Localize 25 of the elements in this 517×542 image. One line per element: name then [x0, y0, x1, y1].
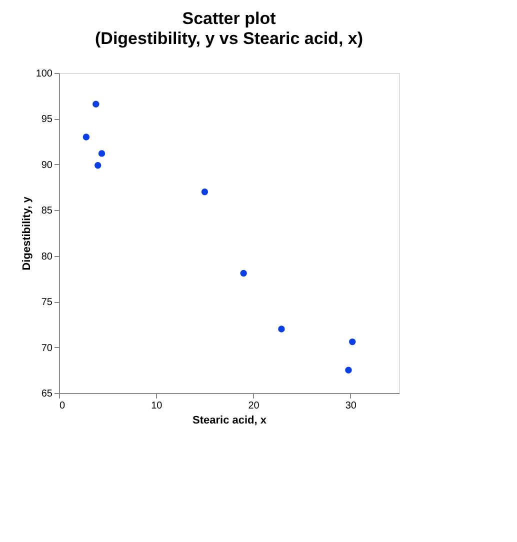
- y-tick-label: 100: [36, 68, 53, 80]
- point: [82, 134, 90, 140]
- chart-title: Scatter plot: [182, 9, 276, 28]
- y-tick-label: 80: [41, 251, 53, 262]
- point: [349, 338, 356, 346]
- x-tick-label: 10: [151, 400, 163, 412]
- x-tick-label: 20: [248, 400, 260, 412]
- point: [240, 270, 247, 277]
- point: [201, 188, 208, 196]
- point: [98, 150, 106, 157]
- y-tick-label: 70: [41, 342, 53, 354]
- y-tick-label: 75: [41, 297, 53, 308]
- point: [92, 100, 100, 108]
- y-tick-label: 90: [41, 160, 53, 171]
- y-tick-label: 95: [41, 114, 53, 126]
- x-tick-label: 0: [60, 400, 66, 412]
- y-tick-label: 65: [41, 388, 53, 400]
- y-tick-label: 85: [41, 206, 53, 217]
- point: [94, 162, 102, 169]
- y-axis-title: Digestibility, y: [20, 196, 33, 270]
- point: [345, 366, 352, 374]
- x-tick-label: 30: [345, 400, 357, 412]
- chart-subtitle: (Digestibility, y vs Stearic acid, x): [94, 29, 364, 48]
- point: [278, 326, 285, 332]
- x-axis-title: Stearic acid, x: [192, 414, 268, 426]
